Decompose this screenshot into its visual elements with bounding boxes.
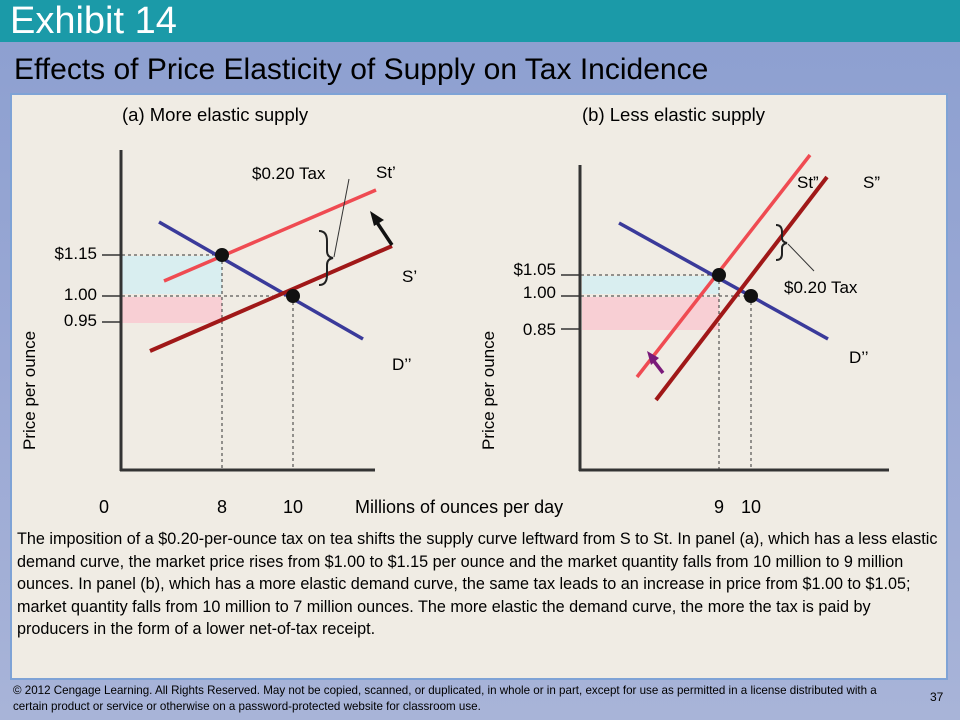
panel-a-shift-arrow bbox=[374, 220, 394, 246]
panel-a-supply-curve bbox=[149, 244, 393, 353]
title-bar bbox=[0, 0, 960, 42]
x-axis-label: Millions of ounces per day bbox=[355, 497, 563, 517]
panel-a-q-before-label: 10 bbox=[283, 497, 303, 517]
panel-b-price-mid: 1.00 bbox=[523, 283, 556, 302]
panel-b-equilibrium-before bbox=[744, 289, 758, 303]
page-number: 37 bbox=[930, 690, 944, 704]
content-panel: (a) More elastic supply bbox=[10, 93, 948, 680]
panel-b-supply-curve bbox=[654, 175, 829, 402]
panel-a-tax-label: $0.20 Tax bbox=[252, 164, 326, 183]
panel-a-producer-share-area bbox=[122, 297, 222, 323]
panel-a-q-after-label: 8 bbox=[217, 497, 227, 517]
panel-a-tax-pointer bbox=[333, 178, 350, 258]
exhibit-subtitle: Effects of Price Elasticity of Supply on… bbox=[14, 53, 709, 86]
exhibit-title: Exhibit 14 bbox=[10, 0, 177, 42]
panel-a-label: (a) More elastic supply bbox=[122, 104, 309, 125]
panel-b-tax-pointer bbox=[787, 243, 815, 272]
panel-b-demand-label: D’’ bbox=[849, 348, 869, 367]
panel-a-taxed-supply-label: St’ bbox=[376, 163, 396, 182]
panel-a-demand-curve bbox=[158, 220, 364, 341]
panel-a-equilibrium-after bbox=[215, 248, 229, 262]
panel-b-taxed-supply-curve bbox=[635, 153, 812, 379]
panel-a-price-mid: 1.00 bbox=[64, 285, 97, 304]
panel-a-origin-label: 0 bbox=[99, 497, 109, 517]
panel-b-label: (b) Less elastic supply bbox=[582, 104, 766, 125]
panel-b-shift-arrow bbox=[651, 358, 665, 375]
panel-b-tax-brace bbox=[775, 224, 788, 261]
panel-a-equilibrium-before bbox=[286, 289, 300, 303]
copyright-footer: © 2012 Cengage Learning. All Rights Rese… bbox=[13, 684, 877, 713]
panel-a-demand-label: D’’ bbox=[392, 355, 412, 374]
panel-b-q-before-label: 10 bbox=[741, 497, 761, 517]
tax-incidence-diagram: (a) More elastic supply bbox=[20, 104, 889, 517]
panel-a-taxed-supply-curve bbox=[163, 188, 377, 283]
panel-b-price-low: 0.85 bbox=[523, 320, 556, 339]
panel-b-equilibrium-after bbox=[712, 268, 726, 282]
panel-a-price-high: $1.15 bbox=[54, 244, 97, 263]
panel-b-demand-curve bbox=[618, 221, 829, 341]
panel-b-supply-label: S” bbox=[863, 173, 880, 192]
panel-b-y-axis-label: Price per ounce bbox=[479, 331, 498, 450]
figure-caption: The imposition of a $0.20-per-ounce tax … bbox=[17, 530, 938, 638]
panel-b-consumer-share-area bbox=[582, 276, 719, 294]
panel-b-shift-arrowhead bbox=[647, 351, 659, 365]
panel-b-taxed-supply-label: St” bbox=[797, 173, 819, 192]
panel-b: (b) Less elastic supply $1.05 1.00 bbox=[479, 104, 889, 517]
panel-a-shift-arrowhead bbox=[370, 211, 384, 226]
panel-a: (a) More elastic supply bbox=[20, 104, 417, 517]
panel-b-q-after-label: 9 bbox=[714, 497, 724, 517]
panel-b-price-high: $1.05 bbox=[513, 260, 556, 279]
panel-a-supply-label: S’ bbox=[402, 267, 417, 286]
panel-a-y-axis-label: Price per ounce bbox=[20, 331, 39, 450]
panel-a-tax-brace bbox=[318, 230, 334, 286]
panel-b-producer-share-area bbox=[582, 297, 719, 330]
panel-a-price-low: 0.95 bbox=[64, 311, 97, 330]
panel-b-tax-label: $0.20 Tax bbox=[784, 278, 858, 297]
